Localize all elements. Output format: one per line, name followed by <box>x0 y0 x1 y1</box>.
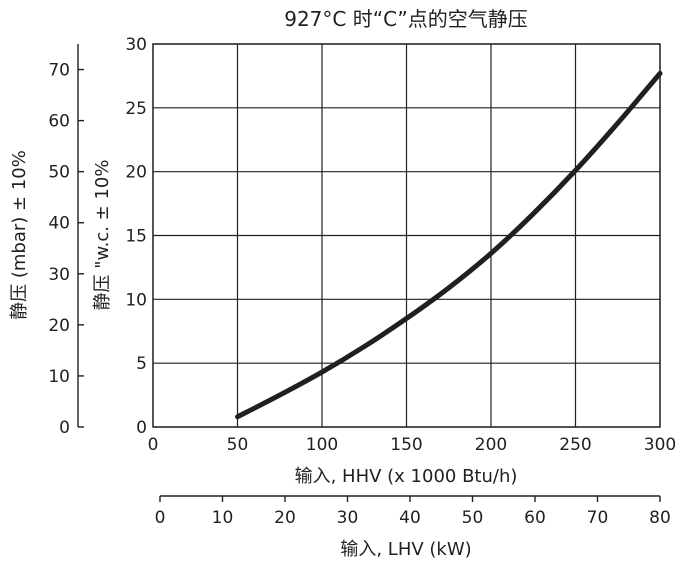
y-primary-tick-label: 10 <box>125 290 147 310</box>
x-secondary-tick-label: 50 <box>462 508 484 528</box>
y-secondary-tick-label: 60 <box>48 112 70 132</box>
series-layer <box>235 70 663 420</box>
x-secondary-tick-label: 80 <box>649 508 671 528</box>
chart-title: 927°C 时“C”点的空气静压 <box>284 7 528 31</box>
y-axis-primary-title: 静压 "w.c. ± 10% <box>92 160 113 311</box>
series-line-0 <box>235 70 663 420</box>
y-axis-secondary: 0 10 20 30 40 50 60 70 <box>48 44 84 438</box>
y-primary-tick-label: 5 <box>136 354 147 374</box>
y-secondary-tick-label: 0 <box>59 418 70 438</box>
plot-frame <box>152 43 661 428</box>
grid <box>152 43 661 428</box>
plot-area-border <box>152 43 661 428</box>
y-primary-tick-label: 20 <box>125 163 147 183</box>
x-axis-secondary-title: 输入, LHV (kW) <box>340 539 471 560</box>
y-secondary-tick-label: 70 <box>48 61 70 81</box>
y-primary-tick-label: 25 <box>125 99 147 119</box>
y-secondary-tick-label: 40 <box>48 214 70 234</box>
y-secondary-tick-label: 50 <box>48 163 70 183</box>
y-secondary-tick-label: 10 <box>48 367 70 387</box>
x-axis-primary-ticks: 0 50 100 150 200 250 300 <box>148 435 677 455</box>
x-primary-tick-label: 100 <box>306 435 338 455</box>
y-primary-tick-label: 0 <box>136 418 147 438</box>
x-secondary-tick-label: 0 <box>155 508 166 528</box>
x-primary-tick-label: 150 <box>390 435 422 455</box>
y-secondary-tick-label: 20 <box>48 316 70 336</box>
x-secondary-tick-label: 70 <box>587 508 609 528</box>
y-primary-tick-label: 15 <box>125 227 147 247</box>
x-primary-tick-label: 50 <box>227 435 249 455</box>
x-secondary-tick-label: 40 <box>399 508 421 528</box>
y-axis-primary-ticks: 0 5 10 15 20 25 30 <box>125 35 147 438</box>
x-secondary-tick-label: 10 <box>212 508 234 528</box>
x-primary-tick-label: 300 <box>644 435 676 455</box>
x-primary-tick-label: 250 <box>559 435 591 455</box>
y-secondary-tick-label: 30 <box>48 265 70 285</box>
x-primary-tick-label: 200 <box>475 435 507 455</box>
x-secondary-tick-label: 20 <box>274 508 296 528</box>
x-axis-secondary: 0 10 20 30 40 50 60 70 80 <box>155 495 671 528</box>
x-secondary-tick-label: 30 <box>337 508 359 528</box>
y-axis-secondary-title: 静压 (mbar) ± 10% <box>9 150 30 320</box>
x-secondary-tick-label: 60 <box>524 508 546 528</box>
x-axis-primary-title: 输入, HHV (x 1000 Btu/h) <box>295 466 518 487</box>
y-primary-tick-label: 30 <box>125 35 147 55</box>
x-primary-tick-label: 0 <box>148 435 159 455</box>
